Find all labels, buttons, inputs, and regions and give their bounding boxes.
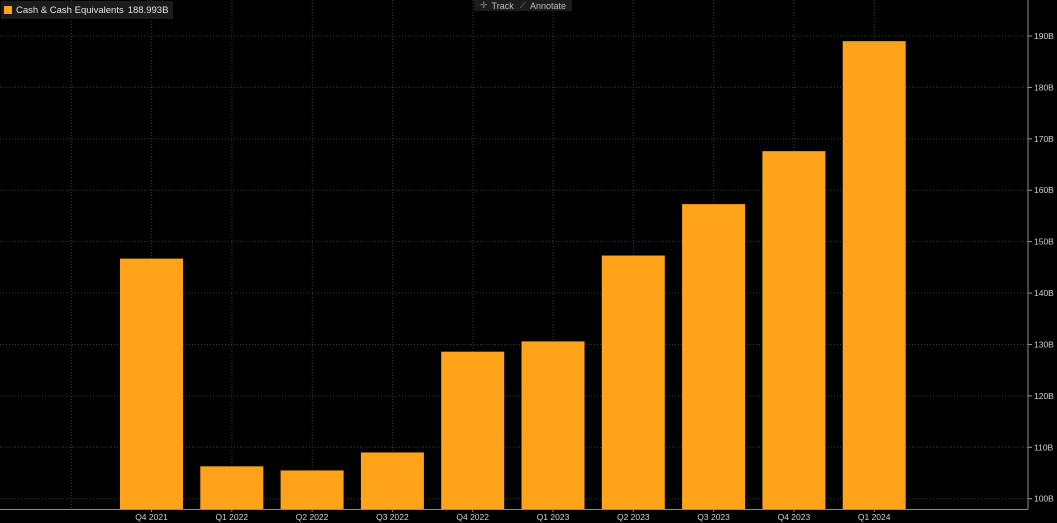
legend: Cash & Cash Equivalents 188.993B xyxy=(1,1,174,19)
chart-toolbar: ✛ Track ⟋ Annotate xyxy=(474,0,573,11)
y-tick-label: 150B xyxy=(1034,237,1054,247)
x-tick-label: Q2 2023 xyxy=(617,512,650,522)
x-tick-label: Q1 2024 xyxy=(858,512,891,522)
y-tick-label: 160B xyxy=(1034,185,1054,195)
annotate-label: Annotate xyxy=(530,0,567,11)
y-tick-label: 190B xyxy=(1034,31,1054,41)
bar-q2-2023 xyxy=(601,255,665,509)
x-tick-label: Q3 2022 xyxy=(376,512,409,522)
y-tick-label: 100B xyxy=(1034,494,1054,504)
x-tick-label: Q1 2023 xyxy=(537,512,570,522)
y-tick-label: 130B xyxy=(1034,339,1054,349)
bar-q1-2024 xyxy=(842,41,906,510)
x-tick-label: Q3 2023 xyxy=(697,512,730,522)
bar-q4-2023 xyxy=(762,151,826,509)
legend-swatch xyxy=(4,6,12,14)
legend-value: 188.993B xyxy=(127,4,169,16)
crosshair-icon: ✛ xyxy=(480,0,488,10)
bar-q1-2023 xyxy=(521,341,585,509)
annotate-button[interactable]: ⟋ Annotate xyxy=(517,0,569,11)
bar-q3-2022 xyxy=(360,452,424,509)
y-tick-label: 120B xyxy=(1034,391,1054,401)
y-tick-label: 110B xyxy=(1034,442,1054,452)
x-tick-label: Q2 2022 xyxy=(296,512,329,522)
x-tick-label: Q4 2022 xyxy=(456,512,489,522)
y-tick-label: 180B xyxy=(1034,82,1054,92)
x-tick-label: Q4 2023 xyxy=(778,512,811,522)
bar-q1-2022 xyxy=(200,466,264,509)
track-button[interactable]: ✛ Track xyxy=(477,0,517,11)
track-label: Track xyxy=(491,0,514,11)
legend-series-label: Cash & Cash Equivalents xyxy=(16,4,124,16)
pencil-icon: ⟋ xyxy=(519,0,527,10)
bar-q4-2021 xyxy=(120,258,183,509)
x-tick-label: Q1 2022 xyxy=(215,512,248,522)
y-tick-label: 170B xyxy=(1034,134,1054,144)
y-tick-label: 140B xyxy=(1034,288,1054,298)
bar-q4-2022 xyxy=(441,351,505,509)
bar-q3-2023 xyxy=(682,204,746,509)
bar-q2-2022 xyxy=(280,470,344,509)
x-tick-label: Q4 2021 xyxy=(135,512,168,522)
